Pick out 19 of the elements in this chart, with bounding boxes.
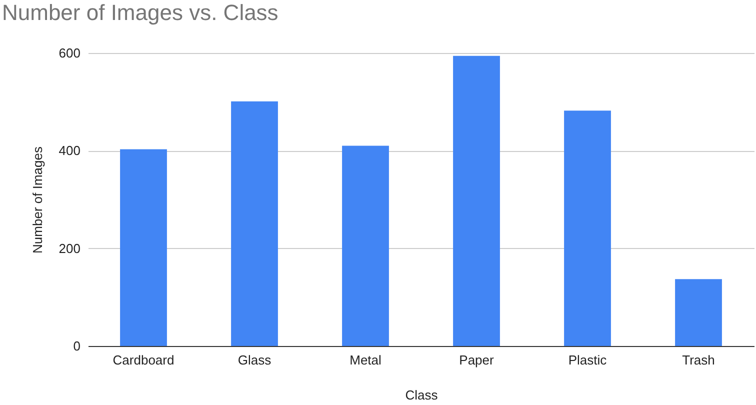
bar — [675, 279, 722, 346]
bar — [342, 146, 389, 346]
y-tick-label: 200 — [58, 240, 80, 256]
y-tick-label: 600 — [58, 46, 80, 60]
chart-title: Number of Images vs. Class — [2, 0, 278, 25]
x-tick-label: Cardboard — [112, 352, 174, 368]
bar — [231, 101, 278, 346]
x-tick-label: Trash — [682, 352, 715, 368]
x-tick-label: Plastic — [568, 352, 608, 368]
x-tick-label: Paper — [459, 352, 495, 368]
bar — [564, 110, 611, 346]
x-tick-label: Metal — [350, 352, 382, 368]
y-tick-label: 400 — [58, 143, 80, 158]
bar — [453, 56, 500, 346]
y-tick-label: 0 — [73, 338, 80, 354]
x-tick-label: Glass — [238, 352, 272, 368]
y-axis-title: Number of Images — [30, 146, 45, 254]
x-axis-title: Class — [405, 388, 438, 402]
bar — [120, 149, 167, 346]
